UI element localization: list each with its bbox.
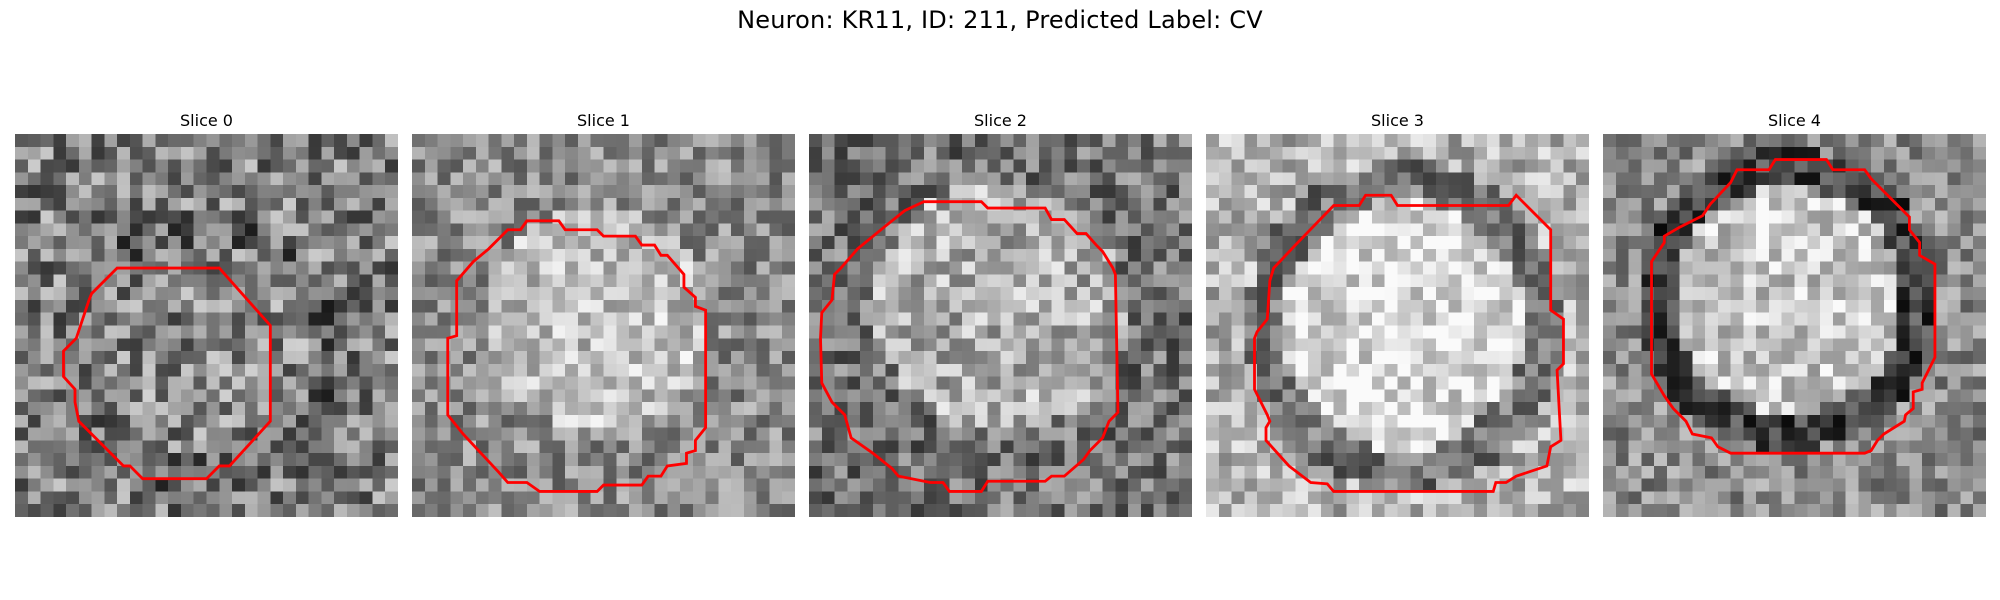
- slice-title-2: Slice 2: [974, 111, 1027, 130]
- slice-image-0: [15, 134, 398, 517]
- slice-panel-1: Slice 1: [412, 108, 795, 517]
- contour-outline: [819, 200, 1120, 493]
- slice-image-4: [1603, 134, 1986, 517]
- contour-outline: [446, 219, 708, 493]
- slice-title-1: Slice 1: [577, 111, 630, 130]
- figure-title: Neuron: KR11, ID: 211, Predicted Label: …: [737, 6, 1263, 34]
- contour-outline: [1650, 158, 1937, 455]
- contour-outline: [62, 266, 272, 481]
- slice-image-1: [412, 134, 795, 517]
- contour-outline: [1253, 193, 1565, 493]
- slice-image-2: [809, 134, 1192, 517]
- slice-title-4: Slice 4: [1768, 111, 1821, 130]
- slice-panel-0: Slice 0: [15, 108, 398, 517]
- slice-panel-4: Slice 4: [1603, 108, 1986, 517]
- slice-panel-2: Slice 2: [809, 108, 1192, 517]
- slice-title-0: Slice 0: [180, 111, 233, 130]
- slice-title-3: Slice 3: [1371, 111, 1424, 130]
- slice-image-3: [1206, 134, 1589, 517]
- slice-panel-3: Slice 3: [1206, 108, 1589, 517]
